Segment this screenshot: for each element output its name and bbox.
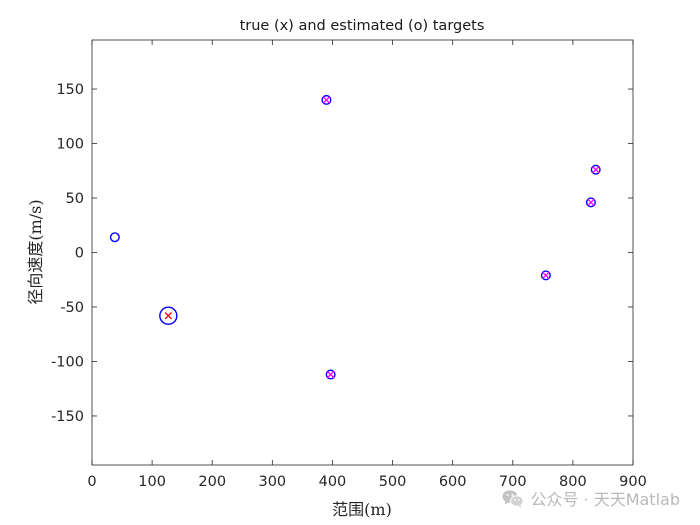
y-tick-label-0: 0 xyxy=(75,246,84,262)
y-tick-label--50: -50 xyxy=(60,300,84,316)
x-tick-label-400: 400 xyxy=(319,474,347,490)
chart-title: true (x) and estimated (o) targets xyxy=(240,18,485,34)
x-tick-label-100: 100 xyxy=(138,474,166,490)
y-tick-label--150: -150 xyxy=(51,409,84,425)
true-target-marker-1-3 xyxy=(587,198,595,207)
x-tick-label-200: 200 xyxy=(198,474,226,490)
plot-frame xyxy=(91,39,634,466)
y-tick-label--100: -100 xyxy=(51,354,84,370)
true-target-marker-1-4 xyxy=(592,166,600,174)
wechat-icon xyxy=(502,489,525,507)
x-tick-label-700: 700 xyxy=(499,474,527,490)
scatter-markers xyxy=(109,94,601,380)
x-tick-label-500: 500 xyxy=(379,474,407,490)
estimated-target-marker-5 xyxy=(585,197,596,208)
estimated-target-marker-1 xyxy=(159,306,178,325)
x-tick-label-800: 800 xyxy=(559,474,587,490)
watermark-text: 公众号 · 天天Matlab xyxy=(530,490,680,509)
series-0-markers xyxy=(109,94,601,380)
x-tick-label-900: 900 xyxy=(619,474,647,490)
y-tick-label-150: 150 xyxy=(56,82,84,98)
series-1-markers xyxy=(322,96,600,379)
series-2-markers xyxy=(164,312,173,320)
x-tick-label-300: 300 xyxy=(258,474,286,490)
x-axis-label: 范围(m) xyxy=(332,500,392,519)
y-tick-label-50: 50 xyxy=(66,191,84,207)
estimated-target-marker-6 xyxy=(590,164,601,175)
axis-ticks: 0 100 200 300 400 500 600 700 800 900 -150 -100 -50 0… xyxy=(51,40,647,490)
true-target-marker-1-0 xyxy=(322,96,331,104)
true-target-marker-2-0 xyxy=(164,312,173,320)
watermark: 公众号 · 天天Matlab xyxy=(502,486,680,510)
true-target-marker-1-1 xyxy=(326,370,335,379)
estimated-target-marker-2 xyxy=(321,94,332,105)
true-target-marker-1-2 xyxy=(542,271,550,280)
y-axis-label: 径向速度(m/s) xyxy=(26,199,45,304)
estimated-target-marker-3 xyxy=(325,369,336,380)
estimated-target-marker-0 xyxy=(109,232,120,243)
x-tick-label-0: 0 xyxy=(87,474,96,490)
y-tick-label-100: 100 xyxy=(56,137,84,153)
x-tick-label-600: 600 xyxy=(439,474,467,490)
estimated-target-marker-4 xyxy=(540,270,551,281)
